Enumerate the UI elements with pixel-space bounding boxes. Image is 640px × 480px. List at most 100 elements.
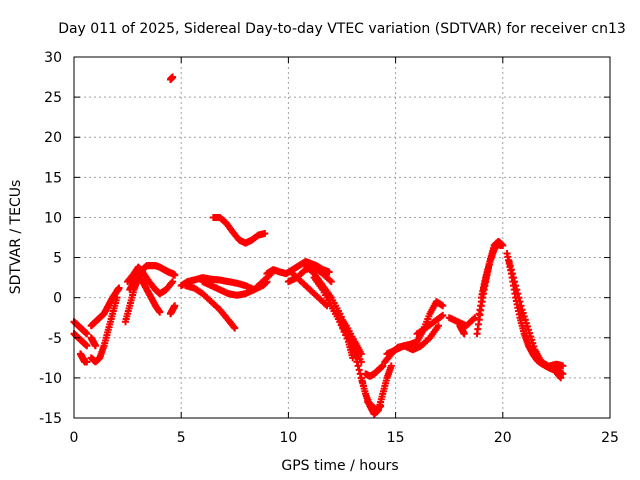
data-point <box>171 271 179 279</box>
series-s36 <box>546 360 567 370</box>
data-point <box>349 354 357 362</box>
data-point <box>471 314 479 322</box>
data-point <box>518 306 526 314</box>
tick-layer: 0 5 10 15 20 25 -15 -10 -5 0 5 10 15 20 25 30 <box>39 50 619 446</box>
data-point <box>529 339 537 347</box>
x-axis-label: GPS time / hours <box>281 458 398 474</box>
data-point <box>521 316 529 324</box>
chart-title: Day 011 of 2025, Sidereal Day-to-day VTE… <box>58 21 626 37</box>
data-point <box>387 362 395 370</box>
series-s30 <box>456 322 468 338</box>
data-point <box>439 302 447 310</box>
grid-layer <box>74 57 610 418</box>
y-axis-label: SDTVAR / TECUs <box>8 180 24 295</box>
data-point <box>115 284 123 292</box>
data-point <box>506 262 514 270</box>
data-point <box>559 362 567 370</box>
data-point <box>513 286 521 294</box>
data-point <box>510 274 518 282</box>
data-point <box>530 342 538 350</box>
series-s4 <box>87 284 123 330</box>
y-tick-label: 20 <box>44 130 62 146</box>
series-s9 <box>126 274 164 316</box>
data-point <box>507 266 515 274</box>
series-s22 <box>334 310 365 358</box>
data-point <box>379 362 387 370</box>
data-point <box>516 298 524 306</box>
data-point <box>460 330 468 338</box>
data-point <box>512 282 520 290</box>
data-point <box>505 258 513 266</box>
y-tick-label: 30 <box>44 50 62 66</box>
data-point <box>514 290 522 298</box>
series-s3 <box>76 350 91 366</box>
data-point <box>169 73 177 81</box>
data-point <box>355 366 363 374</box>
data-point <box>527 332 535 340</box>
series-s15 <box>209 213 269 247</box>
data-point <box>113 294 121 302</box>
data-point <box>231 324 239 332</box>
y-tick-label: -15 <box>39 411 62 427</box>
data-point <box>495 239 503 247</box>
x-tick-label: 15 <box>387 430 405 446</box>
data-point <box>528 336 536 344</box>
series-s6 <box>87 294 121 366</box>
series-s35 <box>505 258 565 382</box>
data-point <box>91 342 99 350</box>
x-tick-label: 10 <box>279 430 297 446</box>
series-s27 <box>383 322 442 358</box>
y-tick-label: -5 <box>48 331 62 347</box>
data-point <box>377 402 385 410</box>
points-layer <box>70 73 567 418</box>
series-s5 <box>87 334 99 350</box>
plot-frame <box>73 56 611 419</box>
y-tick-label: 15 <box>44 170 62 186</box>
data-point <box>520 312 528 320</box>
data-point <box>354 362 362 370</box>
data-point <box>327 278 335 286</box>
data-point <box>169 278 177 286</box>
y-tick-label: -10 <box>39 371 62 387</box>
series-s32 <box>475 239 505 318</box>
data-point <box>523 322 531 330</box>
x-tick-label: 0 <box>70 430 79 446</box>
data-point <box>156 308 164 316</box>
x-tick-label: 20 <box>494 430 512 446</box>
series-s25 <box>364 398 385 414</box>
x-tick-label: 25 <box>601 430 619 446</box>
data-point <box>83 330 91 338</box>
data-point <box>83 342 91 350</box>
data-point <box>439 311 447 319</box>
data-point <box>325 268 333 276</box>
series-s24 <box>362 362 387 380</box>
series-s20 <box>310 274 357 362</box>
data-point <box>434 322 442 330</box>
series-s28 <box>413 311 447 338</box>
data-point <box>508 270 516 278</box>
y-tick-label: 10 <box>44 210 62 226</box>
series-s11 <box>166 73 177 83</box>
y-tick-label: 5 <box>53 251 62 267</box>
data-point <box>357 350 365 358</box>
data-point <box>557 374 565 382</box>
data-point <box>525 326 533 334</box>
data-point <box>515 294 523 302</box>
series-s10 <box>166 302 179 318</box>
y-tick-label: 0 <box>53 291 62 307</box>
data-point <box>171 302 179 310</box>
y-tick-label: 25 <box>44 90 62 106</box>
data-point <box>517 302 525 310</box>
data-point <box>357 358 365 366</box>
data-point <box>519 309 527 317</box>
x-tick-label: 5 <box>177 430 186 446</box>
data-point <box>261 229 269 237</box>
data-point <box>83 358 91 366</box>
series-s8 <box>124 263 177 298</box>
data-point <box>526 329 534 337</box>
series-s33 <box>477 239 503 302</box>
data-point <box>522 319 530 327</box>
data-point <box>511 278 519 286</box>
